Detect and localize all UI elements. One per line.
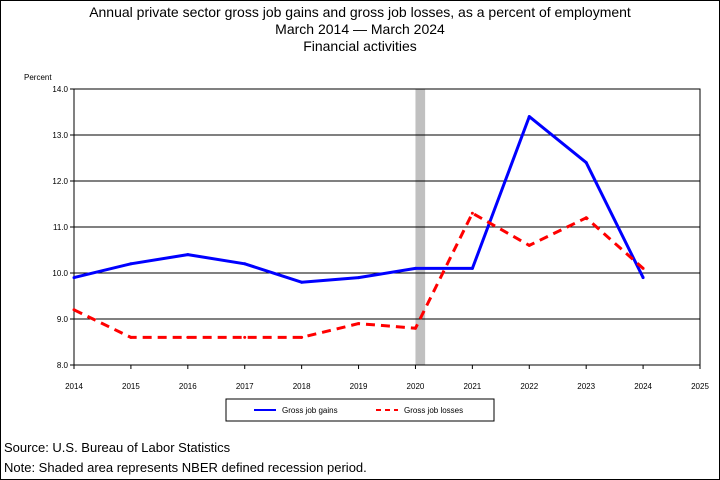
x-tick-label: 2020: [407, 382, 425, 391]
x-tick-label: 2017: [236, 382, 254, 391]
chart-subtitle: March 2014 — March 2024: [275, 21, 445, 37]
data-point-gains: [413, 266, 417, 270]
data-point-gains: [186, 253, 190, 257]
x-tick-label: 2019: [350, 382, 368, 391]
data-point-gains: [527, 115, 531, 119]
x-tick-label: 2023: [577, 382, 595, 391]
y-tick-label: 13.0: [52, 131, 68, 140]
data-point-losses: [129, 335, 133, 339]
x-tick-label: 2014: [65, 382, 83, 391]
data-point-gains: [300, 280, 304, 284]
legend-label-losses: Gross job losses: [404, 406, 463, 415]
data-point-gains: [357, 276, 361, 280]
data-point-losses: [357, 322, 361, 326]
data-point-losses: [186, 335, 190, 339]
chart-title-block: Annual private sector gross job gains an…: [0, 4, 720, 55]
y-tick-label: 8.0: [57, 361, 69, 370]
x-tick-label: 2016: [179, 382, 197, 391]
data-point-gains: [470, 266, 474, 270]
y-tick-label: 9.0: [57, 315, 69, 324]
data-point-gains: [641, 276, 645, 280]
series-line-gains: [73, 115, 645, 284]
y-tick-label: 11.0: [53, 223, 69, 232]
data-point-losses: [584, 216, 588, 220]
legend-box: [225, 398, 495, 422]
data-point-gains: [243, 262, 247, 266]
x-tick-label: 2021: [463, 382, 481, 391]
data-point-gains: [129, 262, 133, 266]
data-point-losses: [300, 335, 304, 339]
data-point-gains: [584, 161, 588, 165]
y-tick-label: 10.0: [52, 269, 68, 278]
data-point-losses: [413, 326, 417, 330]
y-tick-label: 14.0: [52, 85, 68, 94]
data-point-losses: [641, 266, 645, 270]
data-point-losses: [527, 243, 531, 247]
legend-label-gains: Gross job gains: [282, 406, 338, 415]
y-axis-label: Percent: [24, 73, 52, 82]
plot-border: [73, 88, 701, 366]
x-tick-label: 2025: [691, 382, 709, 391]
x-tick-label: 2018: [293, 382, 311, 391]
x-tick-label: 2015: [122, 382, 140, 391]
data-point-losses: [72, 308, 76, 312]
x-tick-label: 2022: [520, 382, 538, 391]
data-point-losses: [470, 211, 474, 215]
data-point-losses: [243, 335, 247, 339]
recession-note: Note: Shaded area represents NBER define…: [4, 460, 367, 475]
data-point-gains: [72, 276, 76, 280]
y-tick-label: 12.0: [52, 177, 68, 186]
chart-title: Annual private sector gross job gains an…: [89, 4, 631, 20]
x-tick-label: 2024: [634, 382, 652, 391]
source-note: Source: U.S. Bureau of Labor Statistics: [4, 440, 231, 455]
chart-subtitle-2: Financial activities: [303, 38, 417, 54]
